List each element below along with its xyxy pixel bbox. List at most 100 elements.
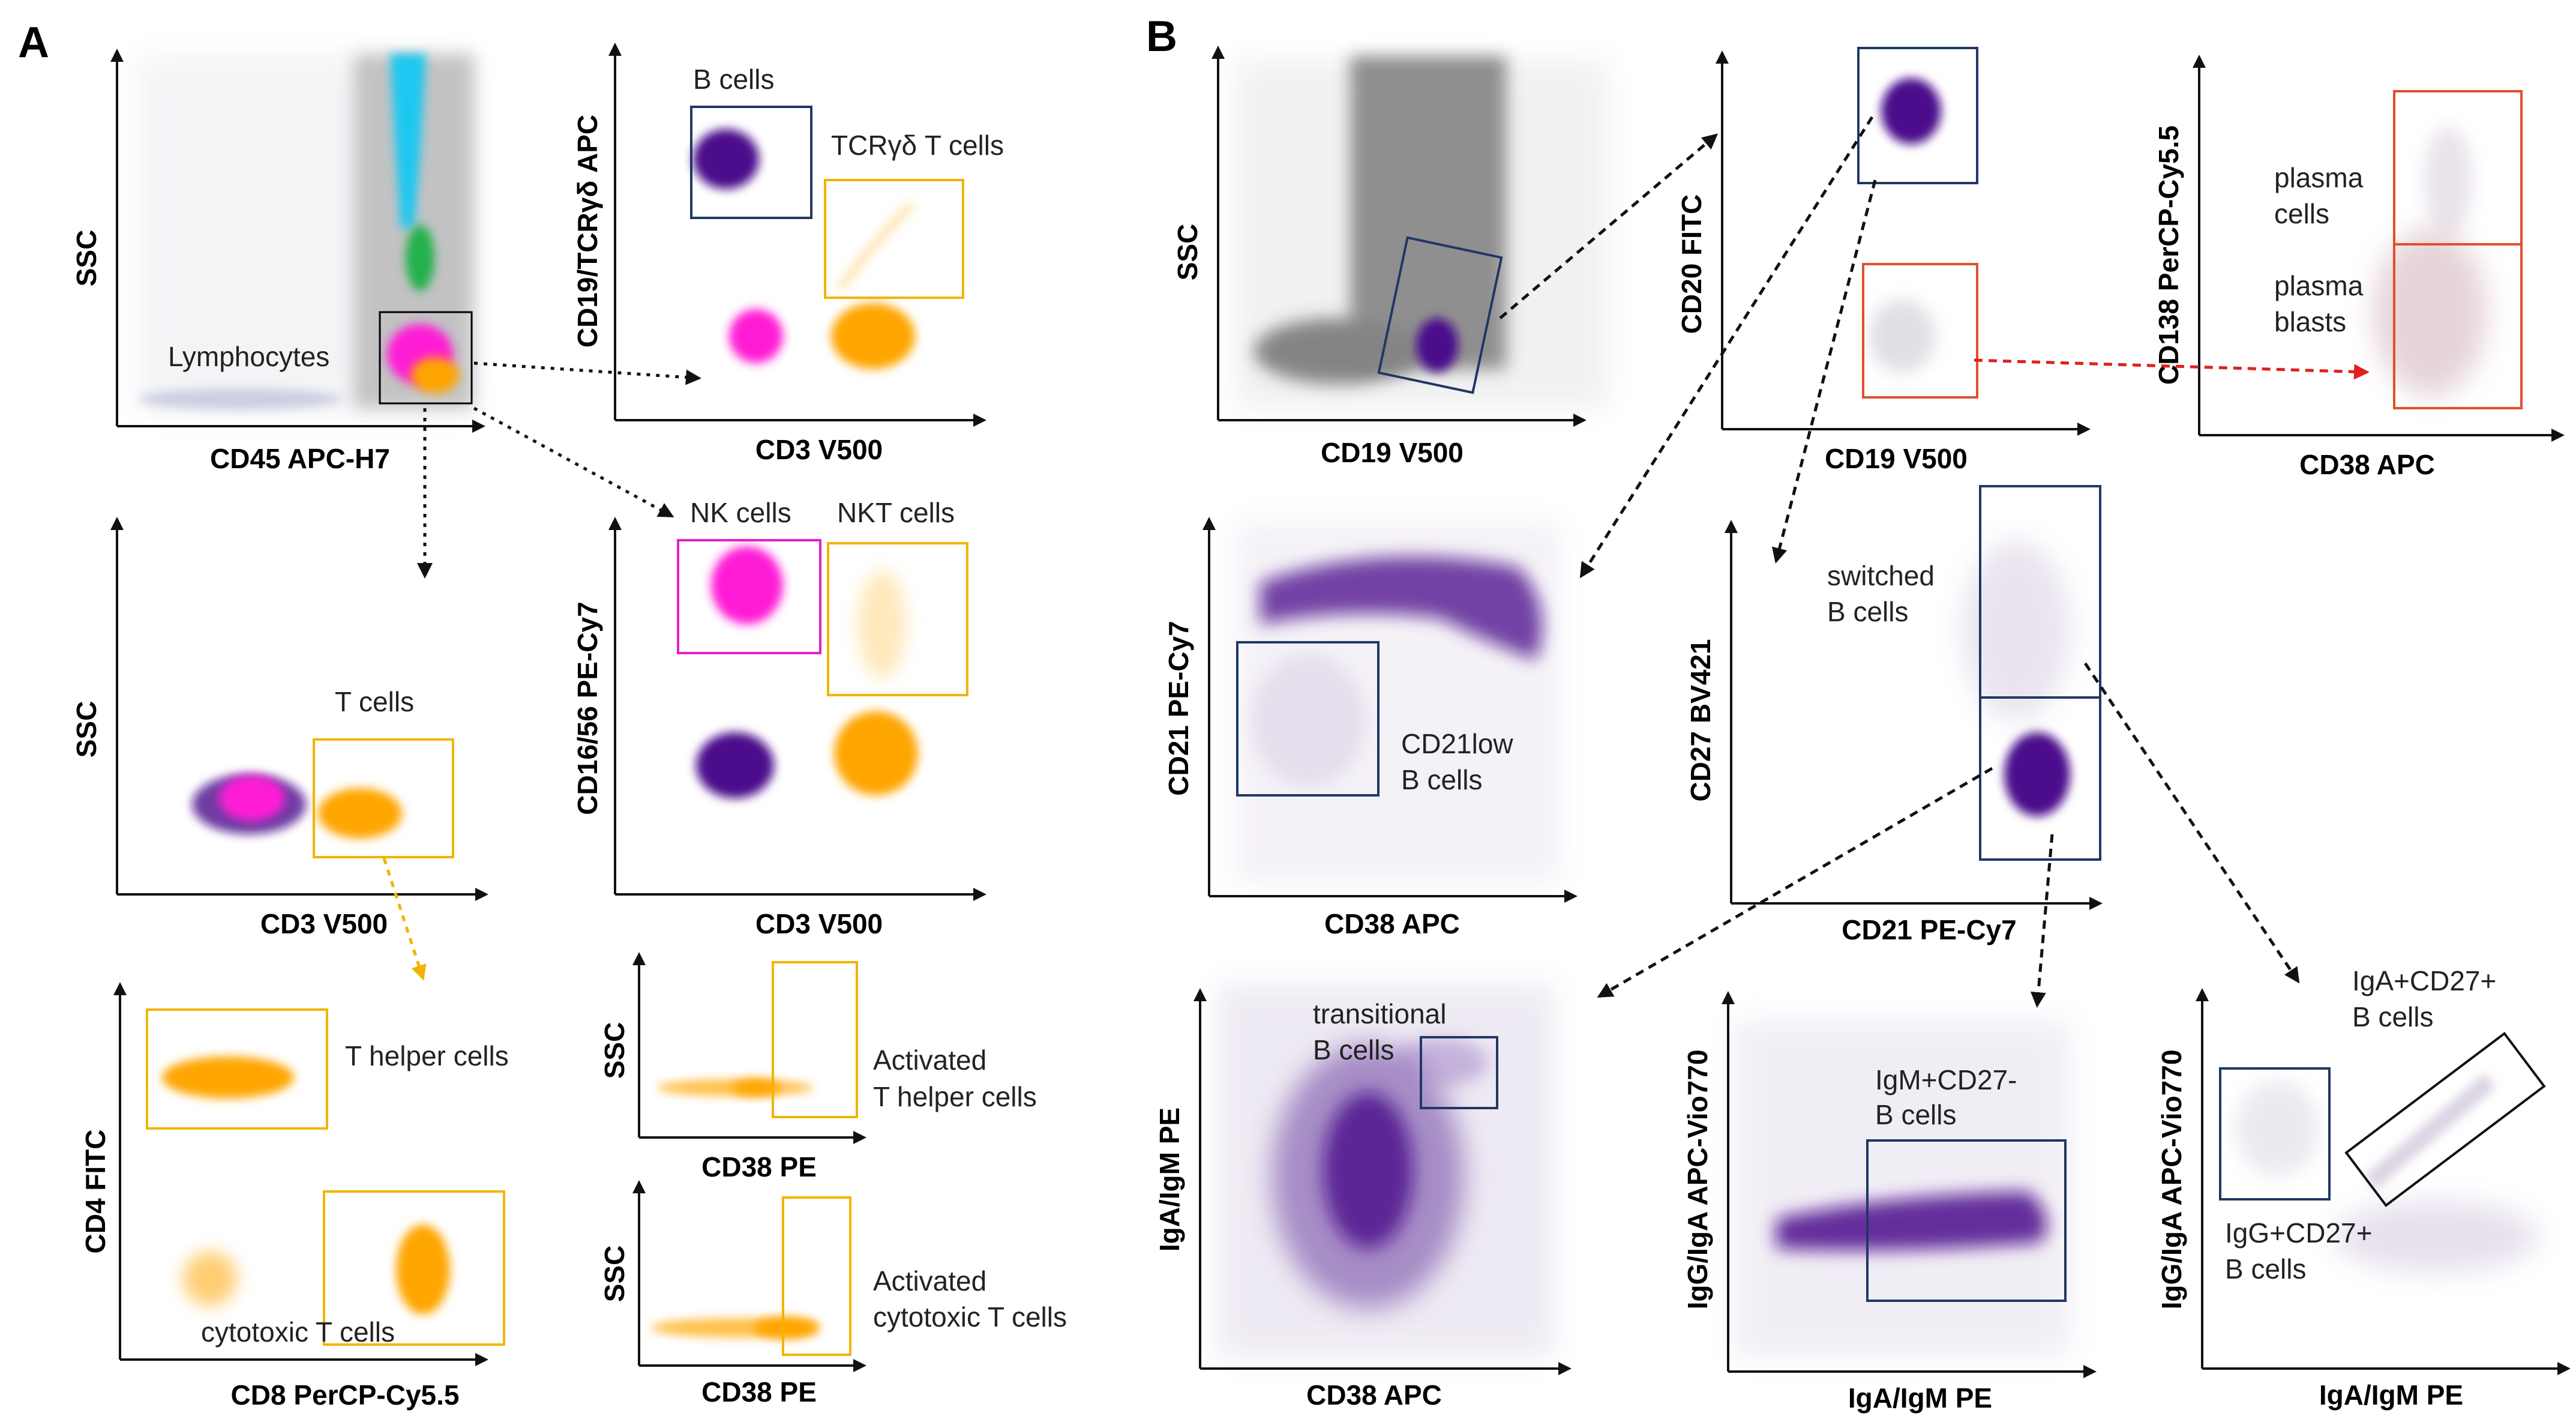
gate-iga-cd27pos[interactable]	[2344, 1031, 2546, 1208]
arrow-tcells-to-a5	[382, 858, 427, 981]
gate-label-activated-ct-1: Activated	[873, 1265, 986, 1297]
gate-label-igg-cd27pos-2: B cells	[2225, 1253, 2306, 1285]
plot-b8: IgA+CD27+ B cells IgG+CD27+ B cells IgA/…	[2156, 965, 2571, 1411]
gate-label-t-cells: T cells	[335, 686, 414, 717]
b6-density	[1218, 984, 1554, 1357]
b5-ylabel: CD27 BV421	[1685, 639, 1716, 801]
gate-b-cells[interactable]	[690, 106, 812, 219]
gate-igg-cd27pos[interactable]	[2219, 1067, 2331, 1201]
b2-ylabel: CD20 FITC	[1676, 194, 1707, 334]
b4-xlabel: CD38 APC	[1324, 908, 1460, 939]
plot-a1: Lymphocytes CD45 APC-H7 SSC	[71, 49, 485, 474]
gate-t-helper[interactable]	[146, 1008, 328, 1130]
a1-ylabel: SSC	[71, 230, 102, 287]
a2-ylabel: CD19/TCRγδ APC	[572, 115, 603, 348]
gate-label-transitional-2: B cells	[1313, 1034, 1394, 1065]
gate-label-tcrgd: TCRγδ T cells	[831, 130, 1004, 161]
gate-label-activated-th-2: T helper cells	[873, 1081, 1037, 1112]
panel-letter-a: A	[18, 19, 49, 67]
arrow-b2-to-b5	[1771, 179, 1877, 564]
gate-label-transitional-1: transitional	[1313, 998, 1446, 1029]
gate-lymphocytes[interactable]	[379, 311, 473, 405]
gate-activated-ct[interactable]	[782, 1196, 851, 1356]
gate-label-igg-cd27pos-1: IgG+CD27+	[2225, 1217, 2372, 1249]
b1-xlabel: CD19 V500	[1321, 437, 1464, 468]
b3-density	[2373, 126, 2487, 396]
gate-b1-b-cells[interactable]	[1377, 236, 1503, 394]
gate-t-cells[interactable]	[313, 738, 454, 858]
gate-label-iga-cd27pos-1: IgA+CD27+	[2352, 965, 2496, 996]
gate-cytotoxic-t[interactable]	[323, 1190, 505, 1346]
plot-a2: B cells TCRγδ T cells CD3 V500 CD19/TCRγ…	[572, 43, 1004, 465]
a6-xlabel: CD38 PE	[701, 1151, 817, 1182]
gate-label-switched-2: B cells	[1827, 596, 1908, 627]
gate-b2-cd20pos[interactable]	[1857, 47, 1978, 184]
arrow-lymph-to-a4	[473, 406, 674, 518]
plot-a3: T cells CD3 V500 SSC	[71, 517, 488, 939]
arrow-b5-to-b6	[1597, 767, 1993, 998]
gate-label-plasma-blasts-1: plasma	[2274, 270, 2364, 301]
gate-cd21low[interactable]	[1236, 641, 1380, 797]
panel-letter-b: B	[1146, 13, 1177, 61]
b7-xlabel: IgA/IgM PE	[1848, 1382, 1992, 1414]
gate-plasma-blasts[interactable]	[2393, 243, 2523, 409]
gate-label-igm-cd27neg-2: B cells	[1875, 1099, 1956, 1130]
a3-ylabel: SSC	[71, 701, 102, 758]
gate-switched-cd27neg[interactable]	[1979, 696, 2101, 861]
gate-b2-cd20neg[interactable]	[1862, 263, 1978, 399]
a1-xlabel: CD45 APC-H7	[210, 443, 390, 474]
gate-label-activated-ct-2: cytotoxic T cells	[873, 1301, 1067, 1333]
plot-b6: transitional B cells CD38 APC IgA/IgM PE	[1154, 984, 1572, 1411]
b3-xlabel: CD38 APC	[2299, 449, 2435, 480]
gate-nkt-cells[interactable]	[827, 542, 968, 696]
b3-ylabel: CD138 PerCP-Cy5.5	[2153, 125, 2184, 385]
plot-b2: CD19 V500 CD20 FITC	[1676, 47, 2091, 474]
gate-label-cd21low-2: B cells	[1401, 764, 1482, 795]
b1-density	[1236, 57, 1608, 408]
b4-ylabel: CD21 PE-Cy7	[1163, 621, 1194, 795]
a1-density	[138, 54, 474, 414]
b2-density	[1869, 78, 1941, 372]
gate-activated-th[interactable]	[772, 961, 858, 1118]
panel-b-arrows	[1499, 116, 2370, 1008]
a5-ylabel: CD4 FITC	[80, 1130, 111, 1254]
a7-density	[651, 1317, 819, 1339]
gate-label-nk-cells: NK cells	[690, 497, 791, 528]
b2-xlabel: CD19 V500	[1825, 443, 1968, 474]
gate-igm-cd27neg[interactable]	[1866, 1139, 2067, 1302]
a3-density	[192, 774, 402, 839]
a5-xlabel: CD8 PerCP-Cy5.5	[231, 1379, 460, 1411]
plot-a5: T helper cells cytotoxic T cells CD8 Per…	[80, 982, 509, 1411]
plot-b1: CD19 V500 SSC	[1172, 46, 1608, 468]
gate-label-plasma-cells-1: plasma	[2274, 162, 2364, 193]
b8-ylabel: IgG/IgA APC-Vio770	[2156, 1050, 2187, 1310]
b8-xlabel: IgA/IgM PE	[2319, 1379, 2463, 1411]
a7-xlabel: CD38 PE	[701, 1376, 817, 1408]
b7-ylabel: IgG/IgA APC-Vio770	[1682, 1050, 1713, 1310]
gate-transitional[interactable]	[1420, 1036, 1498, 1109]
arrow-b5-to-b8	[2083, 662, 2300, 984]
gate-label-igm-cd27neg-1: IgM+CD27-	[1875, 1064, 2017, 1095]
arrow-b1-to-b2	[1499, 133, 1719, 319]
b4-density	[1236, 522, 1560, 882]
gate-nk-cells[interactable]	[677, 539, 821, 654]
arrow-b2-to-b4	[1579, 116, 1874, 579]
plot-b3: plasma cells plasma blasts CD38 APC CD13…	[2153, 55, 2565, 480]
a2-xlabel: CD3 V500	[755, 434, 883, 465]
gate-label-plasma-cells-2: cells	[2274, 198, 2329, 229]
gate-label-cytotoxic-t: cytotoxic T cells	[201, 1316, 395, 1348]
plot-a6: Activated T helper cells CD38 PE SSC	[599, 952, 1037, 1182]
gate-label-t-helper: T helper cells	[345, 1040, 509, 1071]
a4-ylabel: CD16/56 PE-Cy7	[572, 601, 603, 815]
a4-density	[696, 546, 918, 798]
gate-label-lymphocytes: Lymphocytes	[168, 341, 329, 372]
a6-density	[657, 1079, 813, 1096]
plot-b5: switched B cells CD21 PE-Cy7 CD27 BV421	[1685, 485, 2103, 945]
a2-density	[693, 129, 915, 369]
gate-label-plasma-blasts-2: blasts	[2274, 306, 2346, 337]
b5-density	[1962, 540, 2070, 816]
gate-tcrgd-t-cells[interactable]	[824, 179, 964, 299]
a7-ylabel: SSC	[599, 1246, 630, 1303]
b1-ylabel: SSC	[1172, 224, 1203, 281]
plot-b4: CD21low B cells CD38 APC CD21 PE-Cy7	[1163, 517, 1578, 939]
